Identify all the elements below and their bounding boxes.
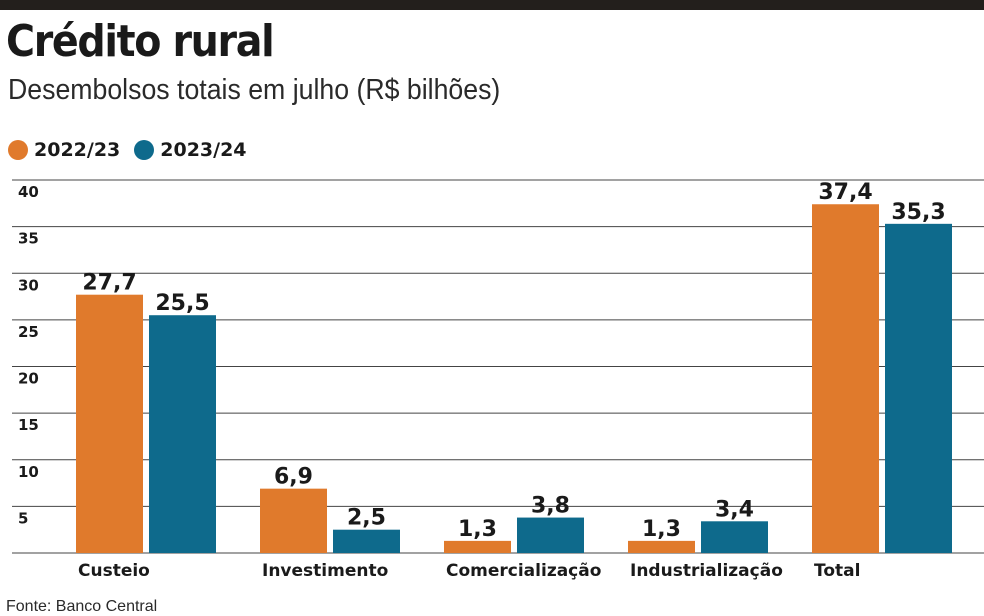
y-tick-label: 20 bbox=[18, 370, 39, 388]
x-tick-label: Investimento bbox=[262, 561, 388, 581]
bar-2022-23 bbox=[444, 540, 511, 553]
y-tick-label: 30 bbox=[18, 276, 39, 294]
data-label: 3,8 bbox=[531, 494, 570, 519]
legend: 2022/23 2023/24 bbox=[8, 138, 261, 162]
bar-2022-23 bbox=[628, 540, 695, 553]
bar-2022-23 bbox=[812, 204, 879, 553]
legend-label-2022-23: 2022/23 bbox=[34, 139, 121, 161]
y-tick-label: 40 bbox=[18, 183, 39, 201]
legend-item-2022-23: 2022/23 bbox=[8, 139, 120, 161]
data-label: 37,4 bbox=[818, 180, 872, 205]
chart-title: Crédito rural bbox=[6, 16, 275, 67]
bar-chart: 5 10 15 20 25 30 35 40 27,7 25,5 Custeio 6,9 2,5 Inve… bbox=[12, 179, 984, 581]
x-tick-label: Industrialização bbox=[630, 561, 783, 581]
y-tick-label: 15 bbox=[18, 416, 39, 434]
bar-2023-24 bbox=[517, 517, 584, 553]
bar-2022-23 bbox=[260, 488, 327, 553]
bar-2023-24 bbox=[701, 521, 768, 553]
data-label: 27,7 bbox=[82, 271, 136, 296]
data-label: 25,5 bbox=[155, 291, 209, 316]
data-label: 2,5 bbox=[347, 506, 386, 531]
y-tick-label: 25 bbox=[18, 323, 39, 341]
bar-2022-23 bbox=[76, 294, 143, 553]
data-label: 35,3 bbox=[891, 200, 945, 225]
legend-swatch-2023-24 bbox=[134, 140, 155, 160]
bar-2023-24 bbox=[149, 315, 216, 553]
source-note: Fonte: Banco Central bbox=[6, 598, 158, 615]
legend-label-2023-24: 2023/24 bbox=[160, 139, 247, 161]
bar-2023-24 bbox=[885, 223, 952, 553]
bar-2023-24 bbox=[333, 529, 400, 553]
chart-subtitle: Desembolsos totais em julho (R$ bilhões) bbox=[8, 74, 501, 106]
data-label: 1,3 bbox=[458, 517, 497, 542]
y-tick-label: 35 bbox=[18, 230, 39, 248]
x-tick-label: Custeio bbox=[78, 561, 150, 581]
x-tick-label: Total bbox=[814, 561, 860, 581]
data-label: 3,4 bbox=[715, 497, 754, 522]
legend-item-2023-24: 2023/24 bbox=[134, 139, 247, 161]
y-tick-label: 5 bbox=[18, 509, 28, 527]
top-rule bbox=[0, 0, 984, 10]
legend-swatch-2022-23 bbox=[8, 140, 28, 160]
data-label: 1,3 bbox=[642, 517, 681, 542]
x-tick-label: Comercialização bbox=[446, 561, 601, 581]
data-label: 6,9 bbox=[274, 465, 313, 490]
y-tick-label: 10 bbox=[18, 463, 39, 481]
